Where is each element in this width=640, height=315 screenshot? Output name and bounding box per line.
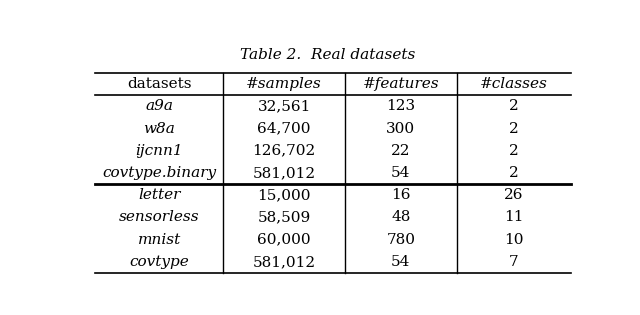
Text: 16: 16 [391,188,411,202]
Text: 60,000: 60,000 [257,233,311,247]
Text: 123: 123 [387,99,415,113]
Text: 2: 2 [509,144,519,158]
Text: 300: 300 [387,122,415,135]
Text: 54: 54 [391,166,410,180]
Text: 2: 2 [509,122,519,135]
Text: 11: 11 [504,210,524,225]
Text: mnist: mnist [138,233,180,247]
Text: Table 2.  Real datasets: Table 2. Real datasets [240,48,416,61]
Text: covtype: covtype [129,255,189,269]
Text: 126,702: 126,702 [253,144,316,158]
Text: 22: 22 [391,144,411,158]
Text: #samples: #samples [246,77,322,91]
Text: 7: 7 [509,255,518,269]
Text: 58,509: 58,509 [257,210,311,225]
Text: 780: 780 [387,233,415,247]
Text: 15,000: 15,000 [257,188,311,202]
Text: #classes: #classes [480,77,548,91]
Text: 26: 26 [504,188,524,202]
Text: datasets: datasets [127,77,191,91]
Text: w8a: w8a [143,122,175,135]
Text: 32,561: 32,561 [257,99,311,113]
Text: 581,012: 581,012 [253,166,316,180]
Text: a9a: a9a [145,99,173,113]
Text: 2: 2 [509,166,519,180]
Text: 581,012: 581,012 [253,255,316,269]
Text: 2: 2 [509,99,519,113]
Text: 10: 10 [504,233,524,247]
Text: #features: #features [362,77,439,91]
Text: 54: 54 [391,255,410,269]
Text: ijcnn1: ijcnn1 [135,144,183,158]
Text: 48: 48 [391,210,410,225]
Text: covtype.binary: covtype.binary [102,166,216,180]
Text: 64,700: 64,700 [257,122,311,135]
Text: sensorless: sensorless [119,210,200,225]
Text: letter: letter [138,188,180,202]
